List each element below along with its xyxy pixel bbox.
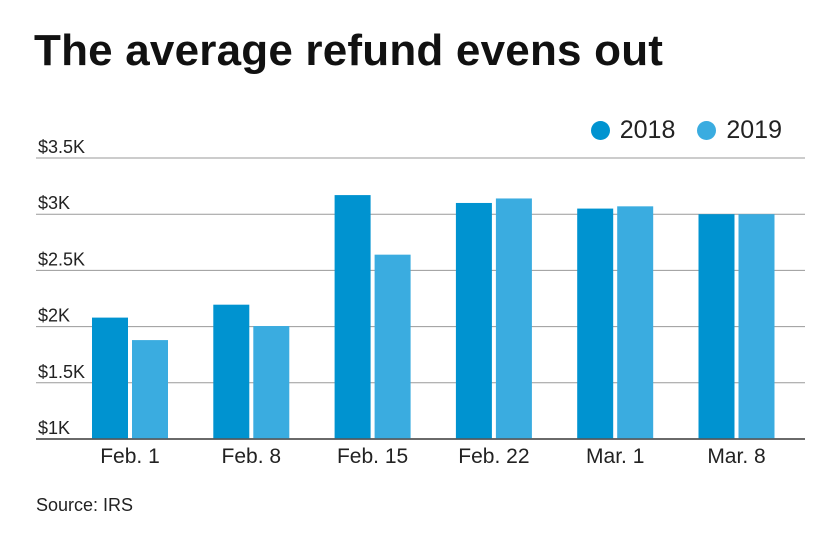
y-tick-label: $1K <box>38 418 70 438</box>
legend-swatch-2019 <box>697 121 717 140</box>
legend-item-2018: 2018 <box>590 116 676 145</box>
bar-2018-1 <box>213 304 250 439</box>
y-tick-label: $1.5K <box>38 362 85 382</box>
bar-chart: $1K $1.5K $2K $2.5K $3K $3.5K Feb. 1 Feb. 8 Feb.… <box>36 137 805 468</box>
source-note: Source: IRS <box>36 495 134 515</box>
x-tick-label: Mar. 8 <box>707 445 765 468</box>
bar-2019-3 <box>495 198 532 439</box>
y-tick-label: $2.5K <box>38 249 85 269</box>
bar-2019-2 <box>374 254 411 439</box>
legend-label-2018: 2018 <box>619 116 676 144</box>
bar-2019-4 <box>617 206 654 439</box>
bar-2018-2 <box>334 195 371 439</box>
bar-2018-0 <box>92 317 128 439</box>
x-tick-label: Feb. 1 <box>100 445 160 468</box>
chart-title: The average refund evens out <box>34 26 664 75</box>
bar-2019-5 <box>738 214 775 439</box>
y-tick-label: $3K <box>38 193 70 213</box>
bar-2019-1 <box>253 326 290 439</box>
bar-2018-4 <box>577 208 614 439</box>
x-tick-label: Feb. 15 <box>337 445 408 468</box>
bar-2018-5 <box>698 214 735 439</box>
bar-2019-0 <box>132 340 168 439</box>
x-tick-label: Mar. 1 <box>586 445 644 468</box>
y-tick-label: $2K <box>38 306 70 326</box>
legend-label-2019: 2019 <box>726 116 782 144</box>
bar-2018-3 <box>455 202 492 439</box>
legend: 2018 2019 <box>569 116 782 145</box>
legend-item-2019: 2019 <box>697 116 782 145</box>
legend-swatch-2018 <box>590 121 610 140</box>
x-tick-label: Feb. 8 <box>222 445 282 468</box>
y-tick-label: $3.5K <box>38 137 85 157</box>
x-tick-label: Feb. 22 <box>458 445 529 468</box>
